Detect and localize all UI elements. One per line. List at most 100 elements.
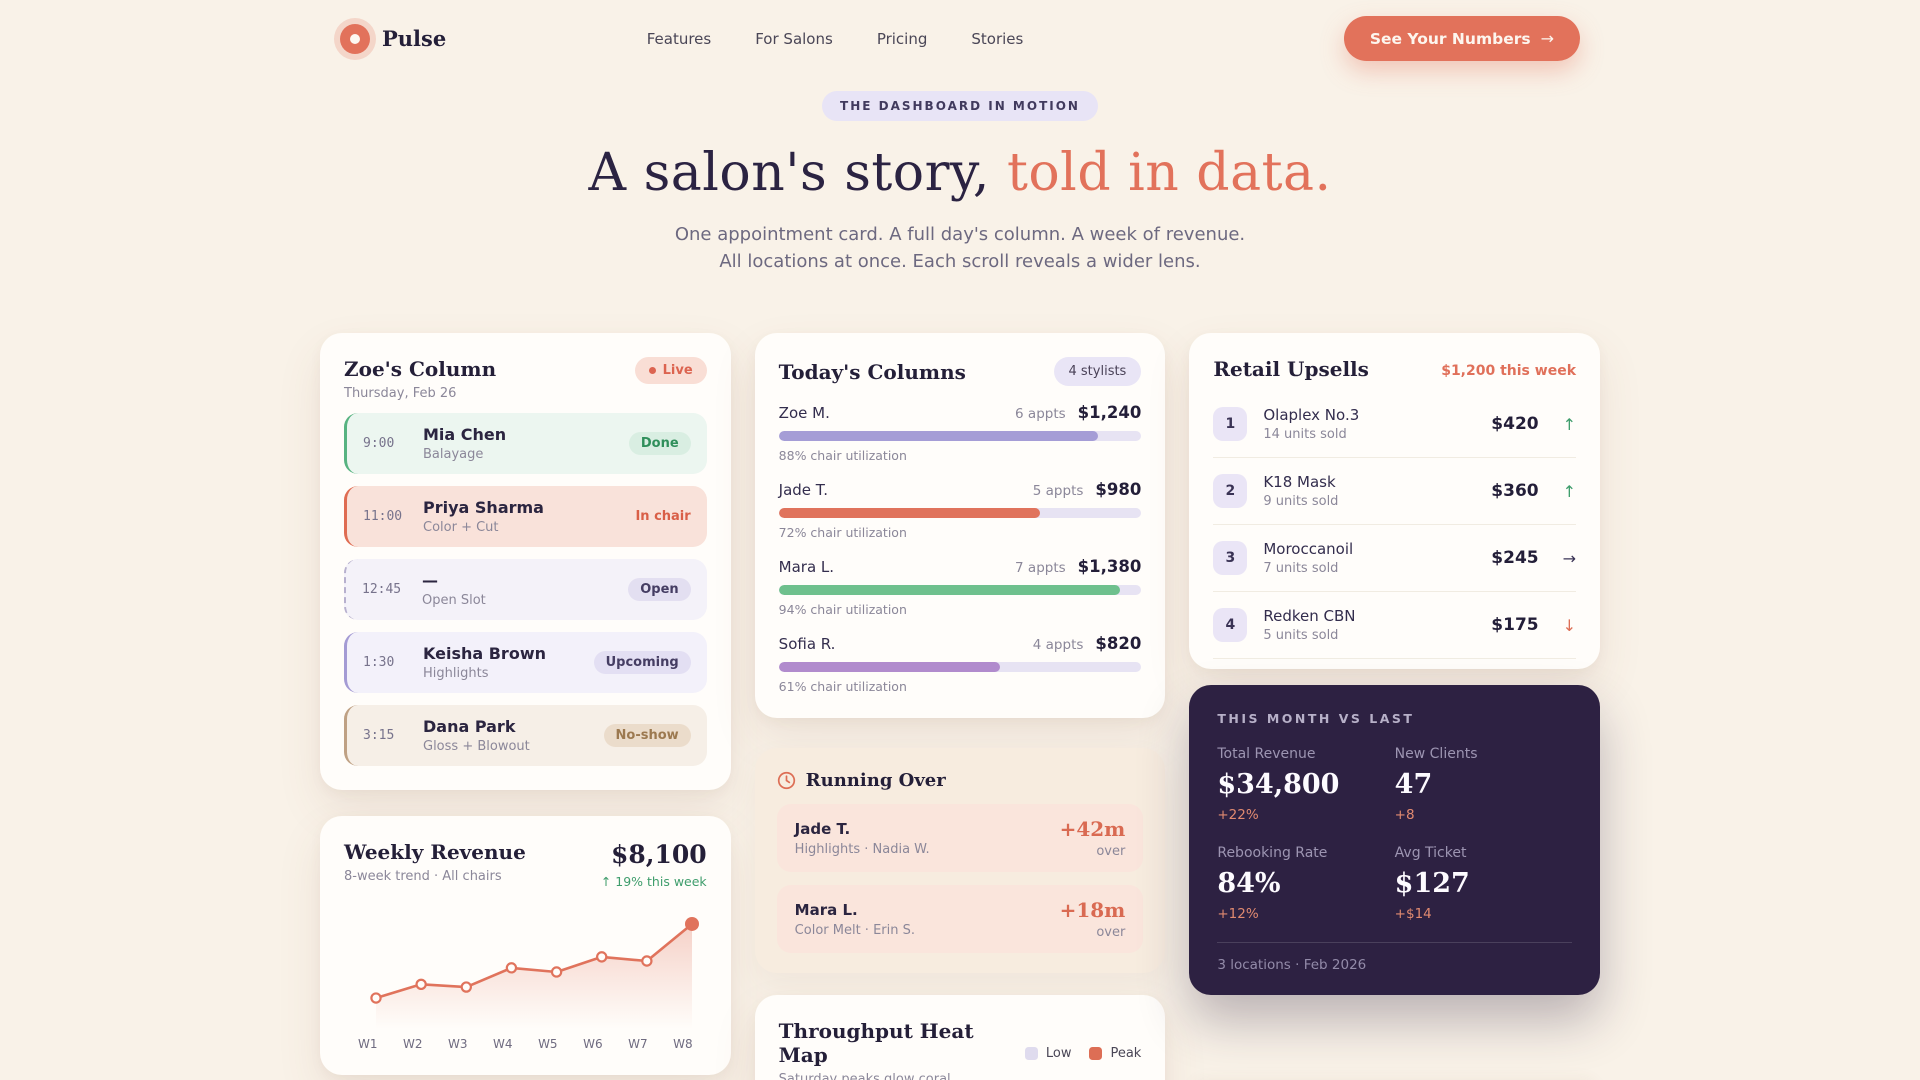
metric-delta: +$14 — [1394, 906, 1432, 922]
right-column: Retail Upsells $1,200 this week 1 Olaple… — [1189, 333, 1601, 1080]
month-vs-last-footer: 3 locations · Feb 2026 — [1217, 957, 1367, 973]
appointment-name: Dana Park — [423, 717, 516, 736]
running-over-entry: Mara L. Color Melt · Erin S. +18m over — [776, 885, 1144, 953]
utilization-label: 72% chair utilization — [778, 525, 907, 540]
weekly-revenue-amount: $8,100 — [610, 840, 707, 869]
month-vs-last-label: THIS MONTH VS LAST — [1217, 711, 1415, 726]
weekly-revenue-subtitle: 8-week trend · All chairs — [344, 869, 502, 884]
run-entry-overtime: +42m — [1059, 817, 1126, 841]
appointment-time: 3:15 — [363, 728, 395, 743]
x-tick: W6 — [583, 1037, 603, 1051]
left-column: Zoe's Column Thursday, Feb 26 Live 9:00 … — [320, 333, 731, 1075]
nav-stories[interactable]: Stories — [971, 29, 1024, 48]
todays-columns-card: Today's Columns 4 stylists Zoe M. 6 appt… — [754, 333, 1166, 718]
chart-x-axis: W1 W2 W3 W4 W5 W6 W7 W8 — [344, 1037, 707, 1051]
retail-item-name: Olaplex No.3 — [1263, 406, 1360, 424]
site-header: Pulse Features For Salons Pricing Storie… — [0, 0, 1920, 61]
status-badge: In chair — [635, 509, 691, 524]
hero-title: A salon's story, told in data. — [0, 143, 1920, 203]
retail-item-name: Moroccanoil — [1263, 540, 1354, 558]
utilization-label: 88% chair utilization — [778, 448, 907, 463]
rank-chip: 2 — [1213, 474, 1248, 508]
hero-subtitle-line2: All locations at once. Each scroll revea… — [719, 251, 1201, 272]
legend-low-label: Low — [1045, 1045, 1072, 1061]
stylist-appts: 4 appts — [1032, 637, 1084, 653]
stylist-name: Mara L. — [778, 558, 835, 576]
retail-item-units: 5 units sold — [1263, 628, 1339, 643]
appointment-name: Mia Chen — [423, 425, 507, 444]
metric-label: Total Revenue — [1217, 746, 1316, 762]
retail-item-units: 7 units sold — [1263, 561, 1339, 576]
trend-up-icon: ↑ — [1562, 481, 1577, 501]
appointment-time: 1:30 — [363, 655, 395, 670]
stylist-row: Jade T. 5 appts $980 72% chair utilizati… — [778, 480, 1142, 540]
running-over-title: Running Over — [805, 770, 946, 791]
stylist-name: Sofia R. — [778, 635, 836, 653]
status-badge: No-show — [603, 724, 691, 747]
run-entry-name: Mara L. — [794, 900, 858, 919]
middle-column: Today's Columns 4 stylists Zoe M. 6 appt… — [754, 333, 1166, 1080]
stylist-appts: 6 appts — [1015, 406, 1066, 422]
utilization-label: 61% chair utilization — [778, 679, 907, 694]
todays-columns-title: Today's Columns — [778, 359, 966, 384]
heat-map-subtitle: Saturday peaks glow coral — [778, 1072, 951, 1080]
brand-name: Pulse — [382, 26, 447, 51]
metric-value: $127 — [1394, 868, 1470, 899]
zoe-card-date: Thursday, Feb 26 — [344, 386, 457, 401]
trend-flat-icon: → — [1562, 548, 1577, 568]
retail-item-amount: $360 — [1491, 481, 1539, 501]
metric-delta: +22% — [1217, 807, 1259, 823]
weekly-revenue-delta: ↑ 19% this week — [600, 874, 707, 889]
metric-rebooking-rate: Rebooking Rate 84% +12% — [1217, 845, 1394, 922]
stylist-row: Mara L. 7 appts $1,380 94% chair utiliza… — [778, 557, 1142, 617]
hero-badge: THE DASHBOARD IN MOTION — [822, 91, 1098, 121]
nav-features[interactable]: Features — [646, 29, 712, 48]
appointment-service: Highlights — [423, 666, 489, 681]
stylist-row: Sofia R. 4 appts $820 61% chair utilizat… — [778, 634, 1142, 694]
weekly-revenue-title: Weekly Revenue — [344, 840, 526, 864]
appointment-row-noshow: 3:15 Dana Park Gloss + Blowout No-show — [344, 705, 707, 766]
retail-item-row: 3 Moroccanoil 7 units sold $245 → — [1213, 525, 1577, 592]
month-vs-last-card: THIS MONTH VS LAST Total Revenue $34,800… — [1189, 685, 1601, 995]
metric-avg-ticket: Avg Ticket $127 +$14 — [1395, 845, 1572, 922]
pulse-logo-icon — [340, 23, 370, 54]
heat-map-legend: Low Peak — [1024, 1045, 1141, 1061]
appointment-row-upcoming: 1:30 Keisha Brown Highlights Upcoming — [344, 632, 707, 693]
live-badge: Live — [634, 357, 707, 384]
metric-value: 47 — [1394, 769, 1433, 800]
main-nav: Features For Salons Pricing Stories — [647, 30, 1024, 48]
run-entry-overtime: +18m — [1059, 898, 1126, 922]
heat-map-card: Throughput Heat Map Saturday peaks glow … — [754, 995, 1166, 1080]
metric-label: Avg Ticket — [1394, 845, 1467, 861]
brand[interactable]: Pulse — [340, 23, 447, 54]
logo-dot — [350, 33, 360, 44]
nav-pricing[interactable]: Pricing — [876, 29, 928, 48]
cta-label: See Your Numbers — [1369, 29, 1531, 48]
retail-item-units: 14 units sold — [1263, 427, 1347, 442]
appointment-service: Open Slot — [422, 593, 486, 608]
retail-item-amount: $245 — [1491, 548, 1539, 568]
clock-icon — [777, 771, 795, 790]
trend-down-icon: ↓ — [1562, 615, 1577, 635]
metric-value: 84% — [1217, 868, 1281, 899]
appointment-row-done: 9:00 Mia Chen Balayage Done — [344, 413, 707, 474]
arrow-right-icon: → — [1540, 29, 1554, 48]
stylist-name: Zoe M. — [778, 404, 830, 422]
x-tick: W4 — [493, 1037, 513, 1051]
appointment-name: Keisha Brown — [423, 644, 546, 663]
stylist-revenue: $1,240 — [1077, 403, 1142, 422]
utilization-bar — [778, 431, 1142, 441]
hero-title-dark: A salon's story, — [588, 143, 990, 203]
heat-map-title: Throughput Heat Map — [778, 1019, 974, 1067]
see-your-numbers-button[interactable]: See Your Numbers → — [1343, 16, 1580, 61]
retail-item-units: 9 units sold — [1263, 494, 1339, 509]
weekly-revenue-card: Weekly Revenue 8-week trend · All chairs… — [320, 816, 731, 1075]
nav-for-salons[interactable]: For Salons — [755, 29, 833, 48]
status-badge: Done — [628, 432, 691, 455]
legend-low-swatch-icon — [1024, 1046, 1038, 1060]
retail-item-amount: $420 — [1491, 414, 1539, 434]
zoe-card-title: Zoe's Column — [344, 357, 497, 381]
trend-up-icon: ↑ — [1562, 414, 1577, 434]
appointment-service: Gloss + Blowout — [423, 739, 530, 754]
appointment-time: 12:45 — [362, 582, 402, 597]
